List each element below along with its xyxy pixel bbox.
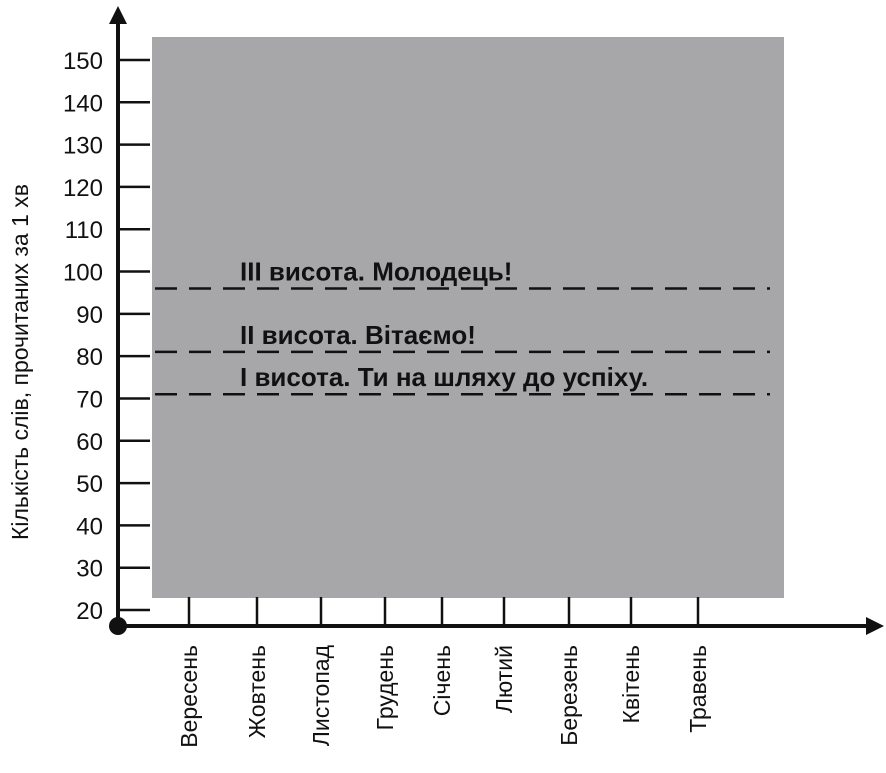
y-tick-label: 100 [63, 260, 103, 287]
origin-dot [109, 617, 127, 635]
x-tick-label: Жовтень [244, 645, 270, 738]
x-tick-label: Травень [685, 645, 711, 733]
y-tick-label: 30 [76, 556, 103, 583]
y-tick-label: 140 [63, 90, 103, 117]
x-tick-label: Січень [429, 645, 455, 716]
y-tick-label: 40 [76, 513, 103, 540]
level-label: III висота. Молодець! [240, 256, 512, 286]
x-tick-label: Лютий [491, 645, 517, 713]
x-axis-ticks: Вересень Жовтень Листопад Грудень Січень Люти… [176, 597, 711, 748]
y-tick-label: 110 [65, 217, 103, 244]
x-tick-label: Квітень [618, 645, 644, 723]
x-axis-arrow-icon [866, 617, 884, 635]
y-tick-label: 20 [76, 598, 103, 625]
y-tick-label: 130 [63, 133, 103, 160]
plot-background [152, 37, 784, 598]
y-tick-label: 60 [76, 429, 103, 456]
level-label: І висота. Ти на шляху до успіху. [240, 362, 648, 392]
level-label: II висота. Вітаємо! [240, 320, 476, 350]
x-tick-label: Грудень [372, 645, 398, 730]
level-lines: III висота. Молодець! II висота. Вітаємо!… [155, 256, 770, 396]
y-tick-label: 80 [76, 344, 103, 371]
y-axis-arrow-icon [109, 6, 127, 24]
y-axis-title: Кількість слів, прочитаних за 1 хв [7, 184, 33, 540]
y-tick-label: 70 [76, 386, 103, 413]
x-tick-label: Листопад [308, 644, 334, 746]
y-tick-label: 120 [63, 175, 103, 202]
y-tick-label: 150 [63, 48, 103, 75]
x-tick-label: Березень [556, 645, 582, 746]
x-tick-label: Вересень [176, 645, 202, 748]
y-tick-label: 50 [76, 471, 103, 498]
y-axis-ticks: 150 140 130 120 110 100 90 80 70 60 50 40 30 20 [63, 48, 150, 625]
y-tick-label: 90 [76, 302, 103, 329]
